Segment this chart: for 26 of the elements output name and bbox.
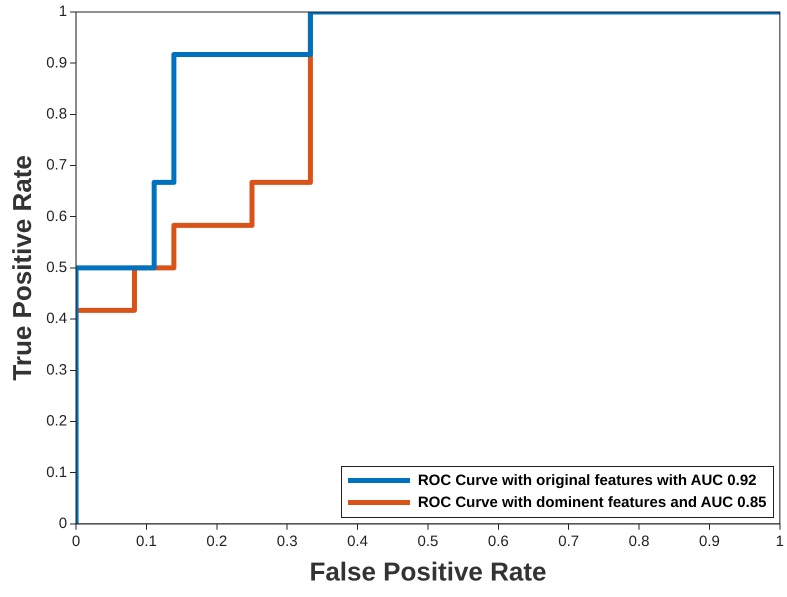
y-tick-label: 0.5: [46, 259, 68, 276]
x-tick-label: 0.1: [136, 532, 157, 550]
legend-label: ROC Curve with original features with AUC 0.92: [418, 470, 756, 491]
y-tick-label: 0.7: [46, 156, 68, 174]
x-tick-label: 0.3: [276, 532, 298, 550]
x-tick-label: 0.2: [206, 532, 228, 550]
legend-label: ROC Curve with dominent features and AUC 0.85: [418, 492, 766, 513]
x-tick-label: 0.6: [488, 532, 509, 550]
y-tick-label: 1: [58, 3, 68, 20]
x-axis-title: False Positive Rate: [309, 556, 546, 587]
y-tick-label: 0.1: [46, 464, 68, 481]
x-tick-label: 0.5: [418, 532, 438, 550]
y-tick-label: 0.2: [46, 412, 68, 430]
y-tick-label: 0: [58, 514, 68, 532]
x-tick-label: 1: [776, 532, 784, 550]
y-tick-label: 0.4: [46, 310, 68, 328]
x-tick-label: 0.8: [628, 532, 650, 550]
x-tick-label: 0: [72, 532, 80, 550]
y-tick-label: 0.8: [46, 106, 68, 122]
y-tick-label: 0.3: [46, 361, 68, 378]
x-tick-label: 0.7: [558, 532, 580, 550]
y-tick-label: 0.9: [46, 54, 68, 72]
x-tick-label: 0.9: [699, 532, 720, 550]
x-tick-label: 0.4: [347, 532, 368, 550]
y-axis-title: True Positive Rate: [6, 155, 37, 381]
y-tick-label: 0.6: [46, 208, 68, 225]
